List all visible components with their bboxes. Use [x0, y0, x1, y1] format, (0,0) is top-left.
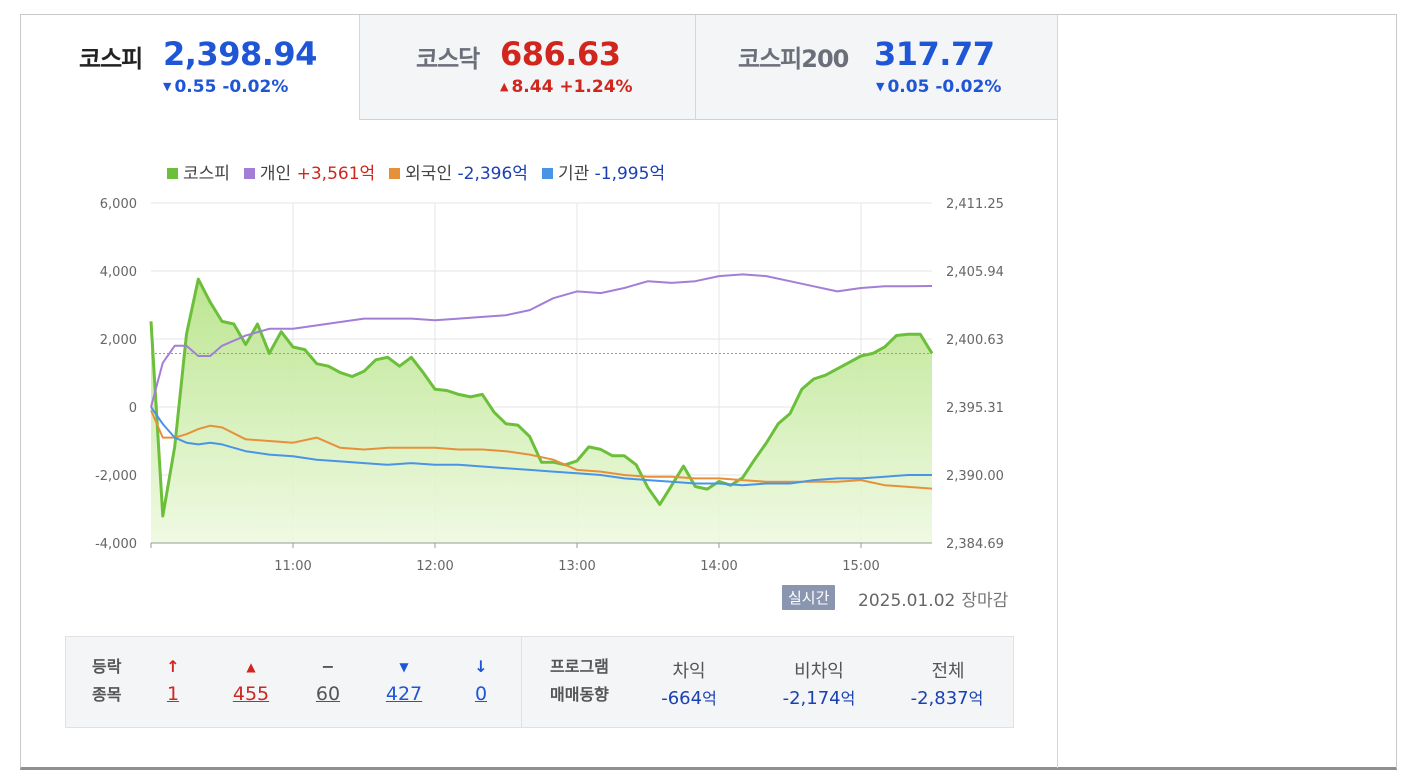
date-text: 2025.01.02: [858, 591, 956, 611]
kospi-area: [151, 279, 932, 543]
decline-icon: ▼: [399, 660, 409, 674]
unchanged-count[interactable]: 60: [315, 683, 341, 705]
legend-item-individual: 개인 +3,561억: [243, 159, 376, 184]
non-arbitrage-amount: -2,174: [782, 688, 841, 709]
panel-divider: [521, 637, 522, 727]
legend-swatch: [389, 168, 401, 179]
investor-flow-chart: 6,000 4,000 2,000 0 -2,000 -4,000 2,411.25 2,40…: [95, 197, 1004, 574]
tab-kospi200-change: ▼ 0.05 -0.02%: [876, 77, 1001, 97]
legend-label: 개인: [259, 164, 292, 184]
series-line-kospi: [149, 277, 934, 518]
y-right-tick-label: 2,390.00: [946, 469, 1004, 484]
x-tick-label: 13:00: [558, 559, 595, 574]
non-arbitrage-value: -2,174억: [754, 685, 884, 709]
arbitrage-head: 차익: [672, 661, 706, 682]
timestamp: 2025.01.02 장마감: [858, 586, 1008, 611]
unit-label: 억: [968, 689, 984, 708]
total-head: 전체: [931, 661, 965, 682]
tab-kospi200-value: 317.77: [874, 35, 995, 73]
x-tick-label: 12:00: [416, 559, 453, 574]
program-label-line1: 프로그램: [550, 657, 609, 676]
tab-kospi200-change-text: 0.05 -0.02%: [887, 77, 1002, 97]
breadth-label-line1: 등락: [92, 657, 122, 676]
chart-legend: 코스피 개인 +3,561억 외국인 -2,396억 기관 -1,995억: [167, 159, 679, 184]
upper-limit-icon: ↑: [166, 657, 180, 676]
breadth-label-line2: 종목: [92, 685, 122, 704]
tab-kosdaq[interactable]: 코스닥 686.63 ▲ 8.44 +1.24%: [359, 15, 695, 120]
tab-kosdaq-value: 686.63: [500, 35, 621, 73]
market-index-widget: 코스피 2,398.94 ▼ 0.55 -0.02% 코스닥 686.63 ▲ 8.…: [20, 14, 1397, 770]
x-tick-label: 15:00: [842, 559, 879, 574]
advance-count[interactable]: 455: [232, 683, 270, 705]
tab-kosdaq-change-text: 8.44 +1.24%: [511, 77, 633, 97]
legend-value: -1,995억: [594, 164, 666, 184]
market-status: 장마감: [961, 591, 1009, 611]
arbitrage-value: -664억: [624, 685, 754, 709]
legend-item-institution: 기관 -1,995억: [541, 159, 666, 184]
lower-limit-count[interactable]: 0: [474, 683, 488, 705]
legend-swatch: [541, 168, 553, 179]
legend-value: -2,396억: [457, 164, 528, 184]
legend-value: +3,561억: [296, 164, 376, 184]
x-tick-label: 11:00: [274, 559, 311, 574]
y-left-tick-label: -2,000: [95, 469, 137, 484]
tab-kosdaq-name: 코스닥: [416, 45, 480, 73]
layout-divider: [1057, 15, 1058, 768]
tab-kospi-value: 2,398.94: [163, 35, 317, 73]
legend-swatch: [243, 168, 255, 179]
program-label-line2: 매매동향: [550, 685, 609, 704]
tab-kospi[interactable]: 코스피 2,398.94 ▼ 0.55 -0.02%: [21, 15, 359, 120]
lower-limit-icon: ↓: [474, 657, 488, 676]
total-amount: -2,837: [910, 688, 969, 709]
total-value: -2,837억: [882, 685, 1012, 709]
y-right-tick-label: 2,395.31: [946, 401, 1004, 416]
y-right-tick-label: 2,384.69: [946, 537, 1004, 552]
up-triangle-icon: ▲: [500, 80, 509, 93]
y-right-tick-label: 2,405.94: [946, 265, 1004, 280]
y-right-tick-label: 2,400.63: [946, 333, 1004, 348]
y-left-tick-label: 2,000: [100, 333, 137, 348]
series-line-investor: [150, 273, 933, 408]
breadth-label: 등락 종목: [92, 653, 121, 709]
y-left-tick-label: 0: [129, 401, 137, 416]
legend-label: 코스피: [183, 164, 230, 184]
tab-kosdaq-change: ▲ 8.44 +1.24%: [500, 77, 633, 97]
x-tick-label: 14:00: [700, 559, 737, 574]
legend-item-foreign: 외국인 -2,396억: [389, 159, 528, 184]
unchanged-icon: −: [321, 657, 335, 676]
non-arbitrage-head: 비차익: [794, 661, 844, 682]
down-triangle-icon: ▼: [163, 80, 172, 93]
tab-kospi200-name: 코스피200: [738, 45, 849, 73]
legend-item-kospi: 코스피: [167, 159, 230, 184]
tab-kospi-change: ▼ 0.55 -0.02%: [163, 77, 288, 97]
tab-kospi200[interactable]: 코스피200 317.77 ▼ 0.05 -0.02%: [695, 15, 1057, 120]
series-line-investor: [150, 410, 933, 490]
decline-count[interactable]: 427: [385, 683, 423, 705]
program-label: 프로그램 매매동향: [550, 653, 609, 709]
market-summary-panel: 등락 종목 ↑ 1 ▲ 455 − 60 ▼ 427 ↓ 0 프로그램 매매동향…: [65, 636, 1014, 728]
realtime-badge[interactable]: 실시간: [782, 585, 836, 610]
advance-icon: ▲: [246, 660, 256, 674]
unit-label: 억: [840, 689, 856, 708]
down-triangle-icon: ▼: [876, 80, 885, 93]
tab-kospi-change-text: 0.55 -0.02%: [174, 77, 289, 97]
y-left-tick-label: 6,000: [100, 197, 137, 212]
y-left-tick-label: 4,000: [100, 265, 137, 280]
legend-swatch: [167, 168, 178, 179]
legend-label: 기관: [557, 164, 590, 184]
upper-limit-count[interactable]: 1: [166, 683, 180, 705]
y-right-tick-label: 2,411.25: [946, 197, 1004, 212]
tab-kospi-name: 코스피: [79, 45, 143, 73]
series-line-investor: [150, 406, 932, 487]
y-left-tick-label: -4,000: [95, 537, 137, 552]
legend-label: 외국인: [405, 164, 453, 184]
unit-label: 억: [702, 689, 717, 708]
arbitrage-amount: -664: [661, 688, 703, 709]
